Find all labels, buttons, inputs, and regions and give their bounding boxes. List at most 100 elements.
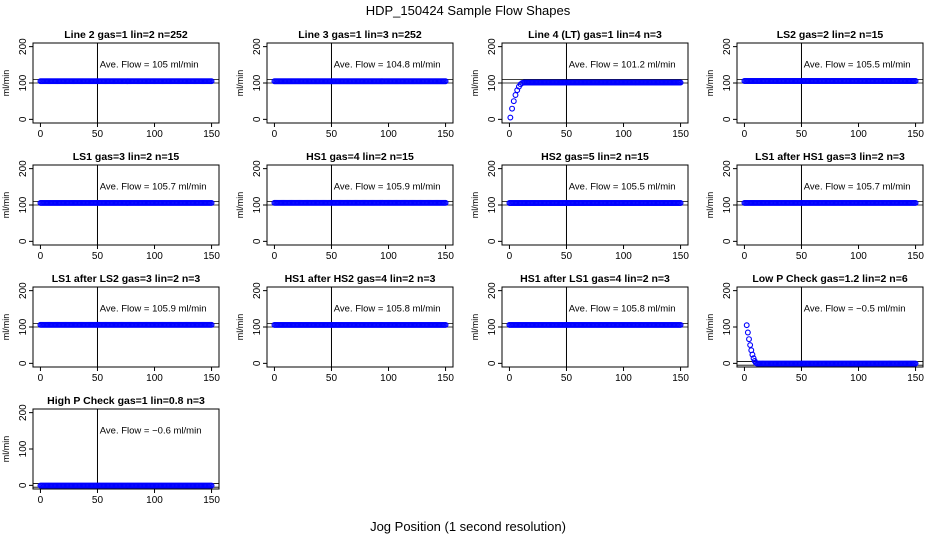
x-tick-label: 100 bbox=[615, 251, 632, 262]
y-tick-label: 0 bbox=[487, 116, 498, 122]
y-tick-label: 100 bbox=[252, 74, 263, 91]
data-point bbox=[677, 79, 684, 86]
data-point bbox=[744, 329, 751, 336]
data-point bbox=[208, 78, 215, 85]
panel-title: Low P Check gas=1.2 lin=2 n=6 bbox=[752, 273, 907, 285]
panel-title: LS1 gas=3 lin=2 n=15 bbox=[73, 151, 180, 163]
y-tick-label: 100 bbox=[252, 196, 263, 213]
data-point bbox=[208, 482, 215, 489]
x-tick-label: 50 bbox=[92, 251, 104, 262]
x-tick-label: 100 bbox=[146, 129, 163, 140]
panel-title: LS1 after HS1 gas=3 lin=2 n=3 bbox=[755, 151, 905, 163]
panel: LS1 gas=3 lin=2 n=15 0 50 100 150 0 100 200 ml/m… bbox=[1, 151, 220, 262]
panel: HS1 gas=4 lin=2 n=15 0 50 100 150 0 100 200 ml/m… bbox=[235, 151, 454, 262]
x-tick-label: 150 bbox=[907, 251, 924, 262]
x-tick-label: 0 bbox=[507, 251, 513, 262]
average-flow-annotation: Ave. Flow = −0.6 ml/min bbox=[100, 426, 202, 437]
data-point bbox=[912, 360, 919, 367]
average-flow-annotation: Ave. Flow = 105.5 ml/min bbox=[569, 182, 676, 193]
x-tick-label: 150 bbox=[437, 129, 454, 140]
average-flow-annotation: Ave. Flow = 105.5 ml/min bbox=[804, 60, 911, 71]
data-point bbox=[749, 351, 756, 358]
x-tick-label: 150 bbox=[907, 129, 924, 140]
x-tick-label: 100 bbox=[380, 129, 397, 140]
data-series bbox=[741, 78, 919, 84]
average-flow-annotation: Ave. Flow = −0.5 ml/min bbox=[804, 304, 906, 315]
data-series bbox=[741, 199, 919, 206]
x-tick-label: 0 bbox=[272, 251, 278, 262]
y-tick-label: 200 bbox=[722, 282, 733, 299]
x-tick-label: 0 bbox=[507, 373, 513, 384]
x-tick-label: 50 bbox=[92, 129, 104, 140]
panel: LS1 after HS1 gas=3 lin=2 n=3 0 50 100 150 0 1… bbox=[705, 151, 924, 262]
data-point bbox=[912, 78, 919, 84]
data-point bbox=[512, 92, 519, 98]
data-series bbox=[743, 322, 919, 367]
data-point bbox=[677, 200, 684, 206]
x-tick-label: 50 bbox=[796, 129, 808, 140]
panel: HS1 after HS2 gas=4 lin=2 n=3 0 50 100 150 0 1… bbox=[235, 273, 454, 384]
y-tick-label: 0 bbox=[722, 238, 733, 244]
x-tick-label: 150 bbox=[203, 495, 220, 506]
data-point bbox=[510, 98, 517, 105]
x-tick-label: 50 bbox=[326, 251, 338, 262]
data-point bbox=[507, 114, 514, 121]
panel-title: Line 4 (LT) gas=1 lin=4 n=3 bbox=[528, 29, 662, 41]
panel-title: LS2 gas=2 lin=2 n=15 bbox=[777, 29, 884, 41]
y-axis-label: ml/min bbox=[1, 436, 11, 463]
y-tick-label: 200 bbox=[722, 160, 733, 177]
data-series bbox=[271, 78, 449, 85]
plot-frame bbox=[736, 286, 924, 368]
y-axis-label: ml/min bbox=[235, 70, 245, 97]
y-tick-label: 200 bbox=[252, 160, 263, 177]
data-point bbox=[677, 321, 684, 328]
x-tick-label: 0 bbox=[38, 373, 44, 384]
panel: Line 4 (LT) gas=1 lin=4 n=3 0 50 100 150 0 100… bbox=[470, 29, 689, 140]
x-tick-label: 0 bbox=[742, 373, 748, 384]
y-tick-label: 100 bbox=[487, 196, 498, 213]
x-tick-label: 150 bbox=[203, 251, 220, 262]
y-tick-label: 200 bbox=[18, 160, 29, 177]
panel: HS2 gas=5 lin=2 n=15 0 50 100 150 0 100 200 ml/m… bbox=[470, 151, 689, 262]
y-tick-label: 100 bbox=[722, 318, 733, 335]
y-axis-label: ml/min bbox=[235, 314, 245, 341]
y-tick-label: 0 bbox=[18, 116, 29, 122]
y-tick-label: 0 bbox=[487, 360, 498, 366]
data-point bbox=[509, 105, 516, 112]
y-axis-label: ml/min bbox=[705, 314, 715, 341]
panel-title: High P Check gas=1 lin=0.8 n=3 bbox=[47, 395, 205, 407]
y-tick-label: 100 bbox=[18, 318, 29, 335]
panel: Low P Check gas=1.2 lin=2 n=6 0 50 100 150 0 1… bbox=[705, 273, 924, 384]
data-point bbox=[743, 322, 750, 329]
x-tick-label: 0 bbox=[38, 129, 44, 140]
data-point bbox=[442, 199, 449, 206]
y-axis-label: ml/min bbox=[1, 192, 11, 219]
panel: Line 2 gas=1 lin=2 n=252 0 50 100 150 0 100 200… bbox=[1, 29, 220, 140]
panel-title: Line 2 gas=1 lin=2 n=252 bbox=[64, 29, 188, 41]
y-tick-label: 0 bbox=[18, 482, 29, 488]
panel-title: HS1 after LS1 gas=4 lin=2 n=3 bbox=[520, 273, 670, 285]
average-flow-annotation: Ave. Flow = 104.8 ml/min bbox=[334, 60, 441, 71]
panel: Line 3 gas=1 lin=3 n=252 0 50 100 150 0 100 200… bbox=[235, 29, 454, 140]
x-tick-label: 50 bbox=[796, 373, 808, 384]
data-series bbox=[271, 321, 449, 328]
y-tick-label: 200 bbox=[722, 38, 733, 55]
y-axis-label: ml/min bbox=[705, 70, 715, 97]
y-tick-label: 0 bbox=[252, 360, 263, 366]
data-series bbox=[37, 78, 215, 85]
x-tick-label: 0 bbox=[742, 251, 748, 262]
x-tick-label: 100 bbox=[380, 373, 397, 384]
x-tick-label: 0 bbox=[507, 129, 513, 140]
x-tick-label: 100 bbox=[850, 129, 867, 140]
y-axis-label: ml/min bbox=[235, 192, 245, 219]
data-point bbox=[912, 199, 919, 206]
y-axis-label: ml/min bbox=[470, 314, 480, 341]
y-tick-label: 200 bbox=[252, 38, 263, 55]
y-tick-label: 0 bbox=[252, 116, 263, 122]
data-point bbox=[442, 321, 449, 328]
y-tick-label: 200 bbox=[487, 160, 498, 177]
y-axis-label: ml/min bbox=[1, 314, 11, 341]
x-tick-label: 150 bbox=[672, 251, 689, 262]
y-tick-label: 200 bbox=[18, 38, 29, 55]
data-series bbox=[506, 200, 684, 206]
